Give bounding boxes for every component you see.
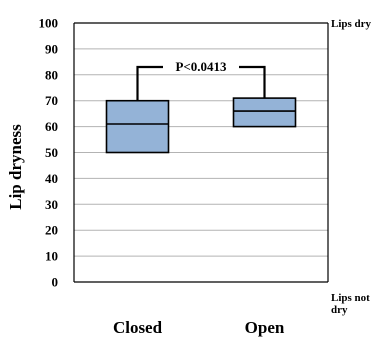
x-category-label-open: Open [245,318,285,337]
right-label-lips-not-dry-line1: Lips not [331,292,370,304]
y-tick-label-100: 100 [39,16,59,31]
x-category-labels: Closed Open [113,318,285,337]
box-series [105,97,297,154]
y-tick-label-0: 0 [52,275,59,290]
right-label-lips-dry: Lips dry [331,18,372,30]
y-tick-label-70: 70 [45,93,58,108]
y-axis-label: Lip dryness [6,124,25,210]
x-category-label-closed: Closed [113,318,163,337]
y-tick-label-90: 90 [45,41,58,56]
significance-bracket [136,65,266,101]
p-value-label: P<0.0413 [175,59,227,74]
y-tick-label-60: 60 [45,119,58,134]
box-open [232,97,297,128]
box-closed [105,99,170,154]
right-label-lips-not-dry-line2: dry [331,304,348,316]
y-tick-labels: 0 10 20 30 40 50 60 70 80 90 100 [39,16,59,290]
bracket-left [136,65,163,101]
y-tick-label-80: 80 [45,67,58,82]
bracket-right [239,65,266,99]
y-tick-label-10: 10 [45,249,58,264]
y-tick-label-30: 30 [45,197,58,212]
y-tick-label-50: 50 [45,145,58,160]
y-tick-label-40: 40 [45,171,58,186]
y-tick-label-20: 20 [45,223,58,238]
axes [73,22,329,283]
